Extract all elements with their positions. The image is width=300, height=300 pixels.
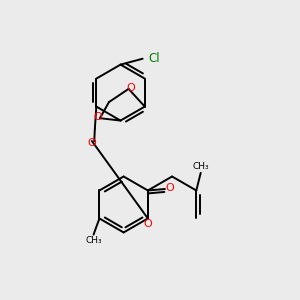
Text: O: O bbox=[88, 138, 96, 148]
Text: O: O bbox=[143, 219, 152, 229]
Text: O: O bbox=[93, 112, 102, 122]
Text: O: O bbox=[127, 83, 135, 93]
Text: CH₃: CH₃ bbox=[192, 162, 209, 171]
Text: O: O bbox=[166, 183, 175, 194]
Text: Cl: Cl bbox=[148, 52, 160, 65]
Text: CH₃: CH₃ bbox=[85, 236, 102, 245]
